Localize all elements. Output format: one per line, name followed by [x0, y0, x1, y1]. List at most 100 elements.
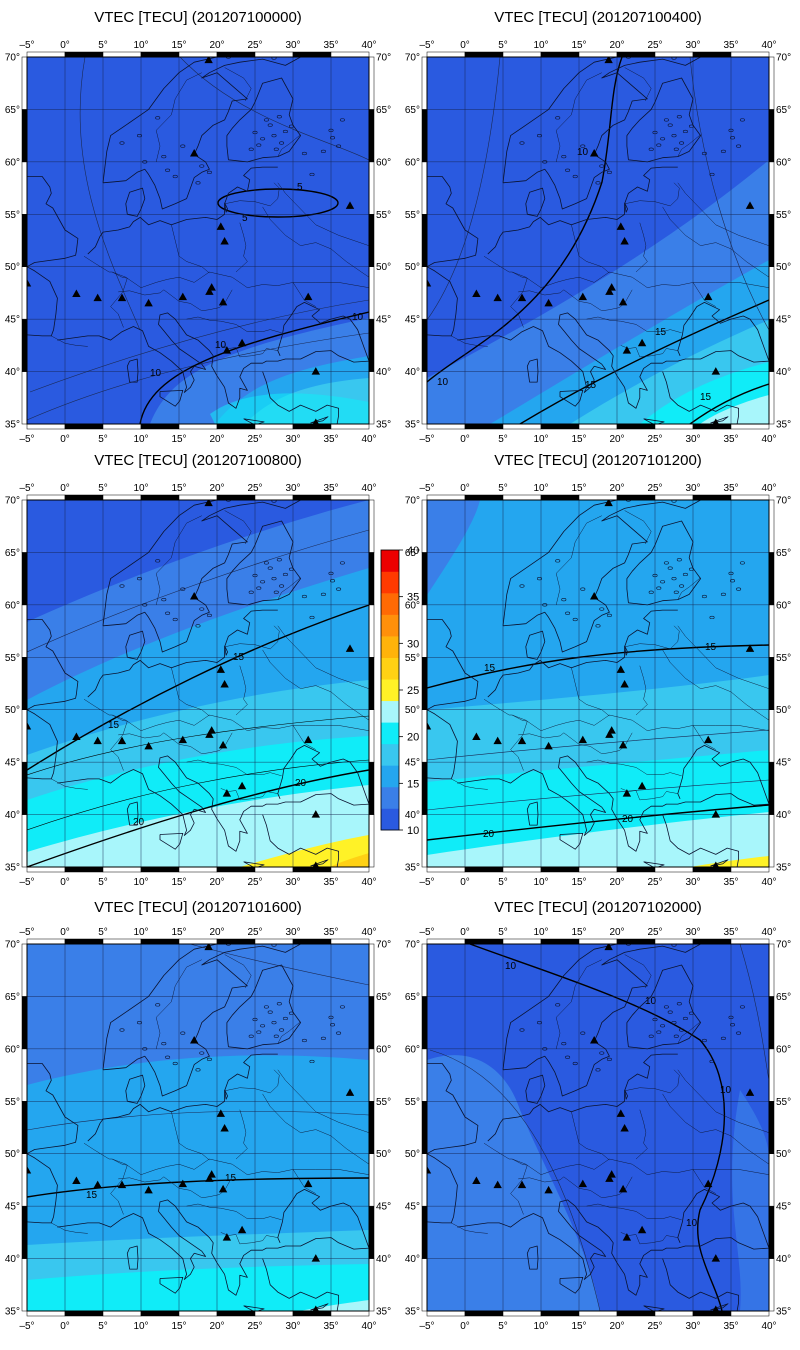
station-marker	[205, 287, 214, 295]
station-marker	[72, 289, 81, 297]
lake	[328, 1015, 334, 1020]
lon-tick-label: 25°	[247, 483, 262, 494]
coastline	[427, 1153, 458, 1224]
frame-segment	[21, 499, 28, 553]
frame-segment	[421, 109, 428, 163]
frame-segment	[216, 494, 256, 501]
frame-segment	[768, 709, 775, 763]
frame-segment	[178, 51, 218, 58]
frame-segment	[178, 1310, 218, 1317]
station-marker	[711, 810, 720, 818]
lon-tick-label: 15°	[171, 877, 186, 888]
border-line	[662, 206, 769, 278]
coastline	[27, 1153, 58, 1224]
frame-segment	[368, 1048, 375, 1102]
station-marker	[618, 297, 628, 306]
coastline	[243, 418, 265, 424]
station-marker	[637, 1225, 647, 1234]
border-line	[571, 1111, 610, 1161]
lat-tick-label: 50°	[405, 1149, 420, 1160]
border-line	[118, 289, 233, 312]
frame-segment	[730, 938, 770, 945]
lake	[279, 1028, 285, 1032]
lake	[119, 584, 125, 588]
lake	[555, 559, 561, 563]
station-marker	[517, 736, 527, 745]
frame-segment	[421, 56, 428, 110]
lake	[199, 1051, 205, 1055]
lon-tick-label: 40°	[361, 40, 376, 51]
frame-segment	[730, 494, 770, 501]
border-line	[555, 959, 602, 1049]
map-overlay-panel-2: –5° –5° 0° 0° 5° 5° 10° 10° 15° 15° 20° 20° 25° 25° 30…	[5, 483, 377, 888]
lon-tick-label: 20°	[609, 40, 624, 51]
frame-segment	[421, 943, 428, 997]
contour-labels-5: 10 10 10 10	[505, 961, 732, 1229]
map-panel-1: VTEC [TECU] (201207100400) 10 10 15 15 1…	[427, 9, 769, 424]
coastline	[626, 964, 701, 1050]
coastline	[87, 1053, 278, 1142]
border-line	[624, 182, 680, 207]
station-marker	[622, 346, 632, 354]
lon-tick-label: 15°	[571, 1321, 586, 1332]
lake	[679, 584, 685, 588]
lake	[555, 116, 561, 120]
frame-segment	[421, 657, 428, 710]
lat-tick-label: 70°	[5, 496, 20, 507]
frame-segment	[21, 943, 28, 997]
coastlines	[27, 500, 369, 867]
contour-label: 5	[242, 213, 248, 224]
lon-tick-label: 15°	[571, 434, 586, 445]
station-marker	[618, 1184, 628, 1193]
coastline	[102, 500, 301, 653]
border-line	[262, 1093, 369, 1165]
lon-tick-label: 30°	[285, 1321, 300, 1332]
station-marker	[605, 1174, 614, 1182]
frame-segment	[578, 866, 618, 873]
colorbar-band	[381, 808, 399, 831]
station-marker	[427, 721, 432, 730]
border-line	[155, 959, 202, 1049]
border-line	[224, 954, 252, 989]
lon-tick-label: 30°	[285, 483, 300, 494]
lon-tick-label: 20°	[609, 434, 624, 445]
lat-tick-label: 55°	[376, 210, 391, 221]
frame-segment	[464, 866, 504, 873]
frame-segment	[102, 866, 142, 873]
frame-segment	[768, 1048, 775, 1102]
stations	[427, 500, 755, 867]
station-marker	[311, 367, 320, 375]
lake	[271, 577, 277, 581]
station-marker	[745, 644, 755, 652]
station-marker	[222, 1233, 232, 1241]
frame-segment	[254, 866, 294, 873]
lake	[555, 1003, 561, 1007]
border-line	[692, 282, 716, 307]
lake	[542, 603, 548, 607]
lake	[161, 1042, 167, 1046]
lake	[271, 57, 277, 60]
frame-segment	[768, 1101, 775, 1154]
lake	[119, 141, 125, 145]
station-marker	[178, 292, 187, 301]
frame-segment	[254, 423, 294, 430]
lon-tick-label: 25°	[247, 40, 262, 51]
lon-tick-label: 0°	[460, 877, 470, 888]
lon-tick-label: 15°	[171, 40, 186, 51]
lat-tick-label: 60°	[776, 1044, 791, 1055]
station-marker	[178, 1179, 187, 1188]
station-marker	[190, 1035, 199, 1044]
lon-tick-label: 20°	[209, 483, 224, 494]
lat-tick-label: 40°	[776, 810, 791, 821]
border-line	[518, 289, 633, 312]
border-line	[451, 1222, 488, 1234]
lake	[271, 134, 277, 138]
coastline	[502, 500, 701, 653]
lake	[252, 573, 258, 578]
coastline	[125, 630, 146, 660]
coastline	[677, 745, 769, 805]
lon-tick-label: 40°	[761, 927, 776, 938]
lake	[195, 181, 201, 185]
coastline	[525, 187, 546, 217]
border-line	[692, 725, 716, 750]
